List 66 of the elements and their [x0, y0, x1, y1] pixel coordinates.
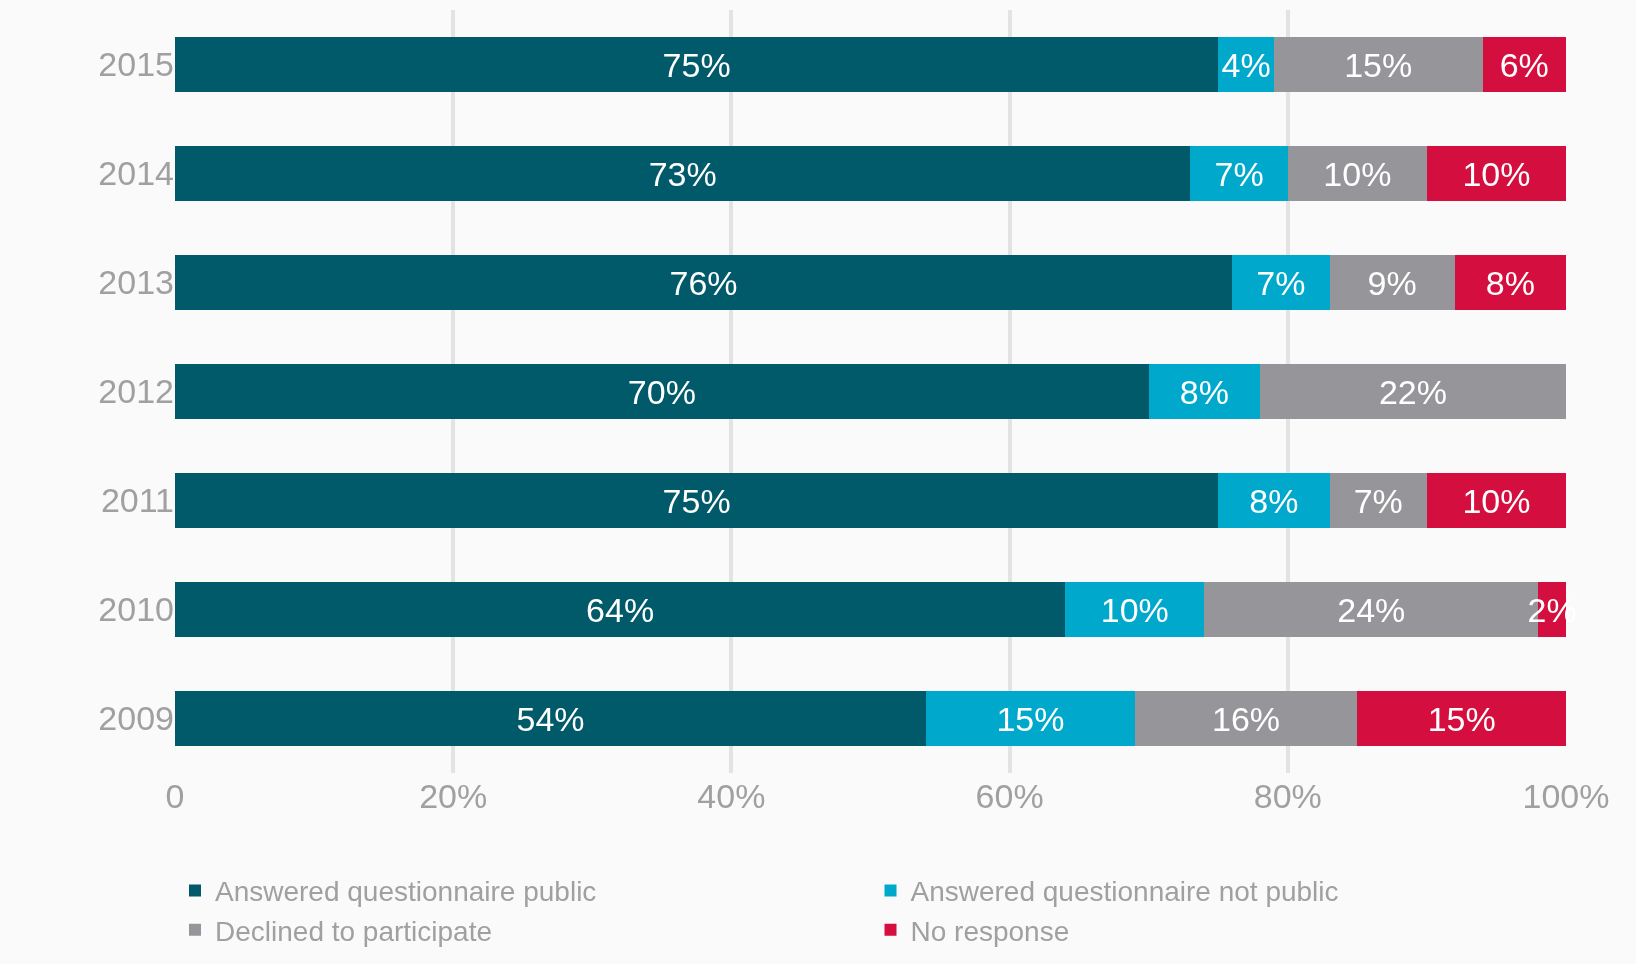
data-label: 73%: [648, 154, 717, 193]
bar: [1357, 691, 1566, 746]
y-tick-label: 2014: [98, 154, 174, 193]
data-label: 8%: [1249, 481, 1299, 520]
y-tick-label: 2012: [98, 372, 174, 411]
data-label: 9%: [1367, 263, 1417, 302]
bar: [175, 146, 1191, 201]
bar: [1259, 364, 1566, 419]
data-label: 7%: [1353, 481, 1403, 520]
data-label: 8%: [1485, 263, 1535, 302]
bar: [1273, 37, 1483, 92]
x-tick-label: 100%: [1522, 777, 1610, 815]
data-label: 8%: [1179, 372, 1229, 411]
bar: [1329, 473, 1427, 528]
x-tick-label: 20%: [419, 777, 488, 815]
bar: [1065, 582, 1205, 637]
bar: [175, 364, 1149, 419]
legend-label: Declined to participate: [215, 915, 493, 947]
bar: [1287, 146, 1427, 201]
y-tick-label: 2010: [98, 590, 174, 629]
bar: [1148, 364, 1260, 419]
y-tick-label: 2011: [100, 481, 174, 520]
bar: [1426, 146, 1566, 201]
bar: [175, 582, 1066, 637]
data-label: 7%: [1214, 154, 1264, 193]
bar: [1190, 146, 1288, 201]
data-label: 10%: [1462, 154, 1531, 193]
bar: [1329, 255, 1455, 310]
data-label: 15%: [996, 699, 1065, 738]
data-label: 10%: [1323, 154, 1392, 193]
bar: [1134, 691, 1358, 746]
x-tick-label: 40%: [697, 777, 766, 815]
y-tick-label: 2015: [98, 45, 174, 84]
data-label: 10%: [1462, 481, 1531, 520]
data-label: 15%: [1427, 699, 1496, 738]
data-label: 76%: [669, 263, 738, 302]
data-label: 75%: [662, 45, 731, 84]
bar: [926, 691, 1135, 746]
data-label: 24%: [1337, 590, 1406, 629]
bar: [175, 691, 927, 746]
bar: [1218, 473, 1330, 528]
data-label: 6%: [1499, 45, 1549, 84]
legend-label: No response: [910, 915, 1070, 947]
y-tick-label: 2013: [98, 263, 174, 302]
data-label: 54%: [516, 699, 585, 738]
data-label: 4%: [1221, 45, 1271, 84]
x-tick-label: 60%: [975, 777, 1044, 815]
data-label: 15%: [1344, 45, 1413, 84]
legend-label: Answered questionnaire public: [215, 876, 597, 908]
y-tick-label: 2009: [98, 699, 174, 738]
bar: [1426, 473, 1566, 528]
x-tick-label: 0: [165, 777, 185, 815]
data-label: 22%: [1378, 372, 1448, 411]
bar: [1232, 255, 1330, 310]
legend-label: Answered questionnaire not public: [910, 876, 1339, 908]
data-label: 10%: [1100, 590, 1169, 629]
bar: [175, 255, 1233, 310]
bar: [175, 473, 1219, 528]
data-label: 64%: [586, 590, 655, 629]
data-label: 75%: [662, 481, 731, 520]
data-label: 70%: [627, 372, 696, 411]
bar: [1454, 255, 1566, 310]
bar: [175, 37, 1219, 92]
data-label: 7%: [1256, 263, 1306, 302]
data-label: 16%: [1212, 699, 1281, 738]
x-tick-label: 80%: [1253, 777, 1322, 815]
